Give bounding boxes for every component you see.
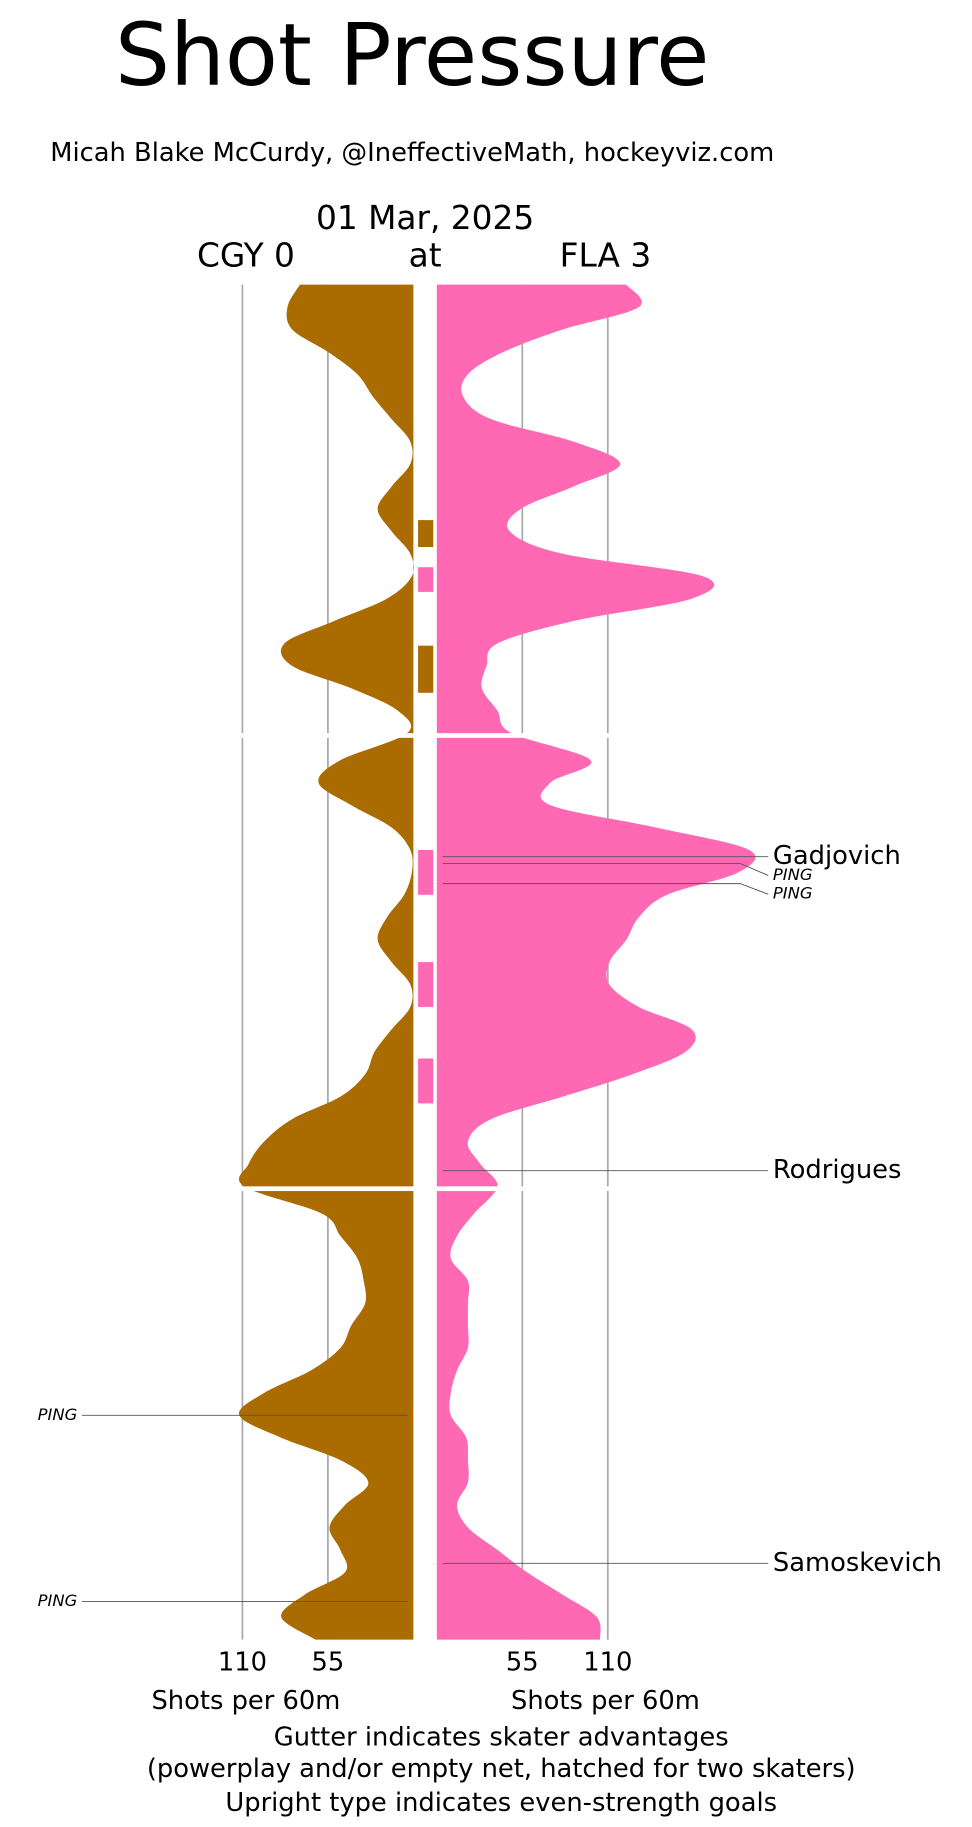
advantage-box <box>418 520 434 548</box>
x-tick-label: 55 <box>312 1647 345 1677</box>
away-team: CGY 0 <box>197 237 295 275</box>
annotation-leader <box>442 883 769 895</box>
footnote: Gutter indicates skater advantages <box>274 1722 729 1752</box>
period-separator <box>175 1186 832 1192</box>
game-date: 01 Mar, 2025 <box>316 199 534 237</box>
annotation-label: Samoskevich <box>773 1548 942 1578</box>
at-label: at <box>409 237 442 275</box>
annotation-label: PING <box>773 884 813 903</box>
x-tick-label: 110 <box>583 1647 632 1677</box>
advantage-box <box>418 645 434 693</box>
chart-title: Shot Pressure <box>115 6 710 106</box>
advantage-box <box>418 1058 434 1104</box>
annotation-label: Gadjovich <box>773 841 901 871</box>
home-team: FLA 3 <box>560 237 652 275</box>
advantage-box <box>418 567 434 592</box>
shot-rate-area <box>436 284 756 1640</box>
period-separator <box>175 733 832 738</box>
shot-rate-area <box>238 284 414 1640</box>
advantage-box <box>418 849 434 895</box>
annotation-label: PING <box>38 1591 78 1610</box>
x-axis-label: Shots per 60m <box>151 1686 340 1716</box>
x-tick-label: 110 <box>218 1647 267 1677</box>
footnote: (powerplay and/or empty net, hatched for… <box>147 1754 856 1784</box>
advantage-box <box>418 962 434 1007</box>
footnote: Upright type indicates even-strength goa… <box>225 1788 777 1818</box>
annotation-label: Rodrigues <box>773 1155 902 1185</box>
x-tick-label: 55 <box>506 1647 539 1677</box>
annotation-leader <box>442 862 769 876</box>
annotation-label: PING <box>773 865 813 884</box>
chart-subtitle: Micah Blake McCurdy, @IneffectiveMath, h… <box>50 138 774 168</box>
annotation-label: PING <box>38 1405 78 1424</box>
x-axis-label: Shots per 60m <box>511 1686 700 1716</box>
